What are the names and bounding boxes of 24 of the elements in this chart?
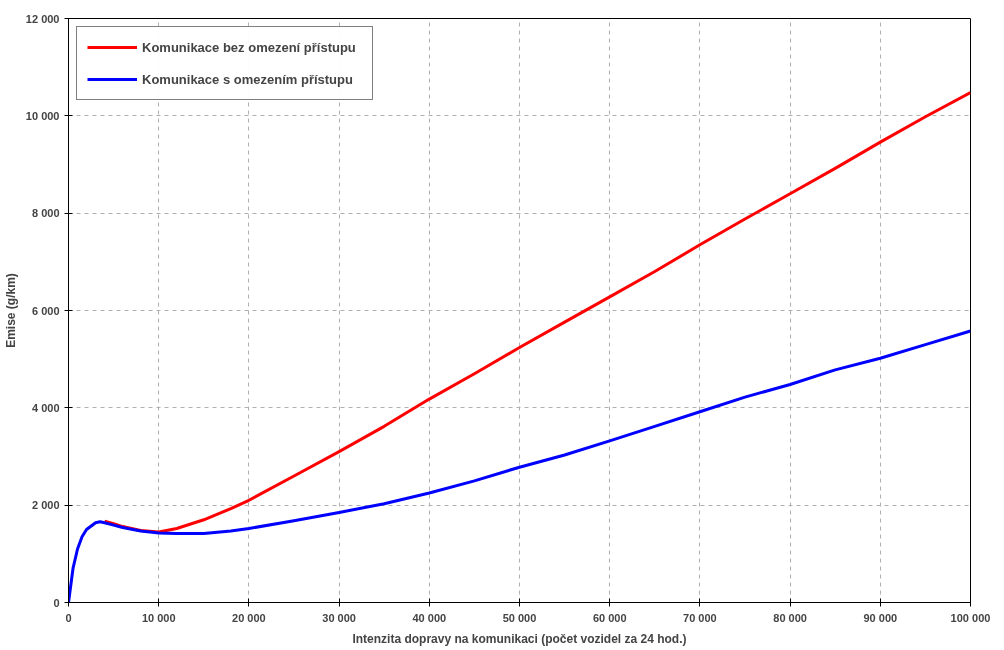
y-tick-label: 4 000 <box>31 401 60 414</box>
y-tick-label: 12 000 <box>25 12 60 25</box>
x-tick-label: 30 000 <box>322 611 356 624</box>
legend-label: Komunikace s omezením přístupu <box>142 71 354 87</box>
x-tick-label: 10 000 <box>141 611 176 624</box>
x-tick-label: 60 000 <box>592 611 627 624</box>
line-series <box>103 90 971 534</box>
y-tick-label: 6 000 <box>31 304 60 317</box>
y-tick-label: 2 000 <box>31 499 60 512</box>
x-tick-label: 20 000 <box>232 611 266 624</box>
x-tick-label: 70 000 <box>683 611 717 624</box>
x-tick-label: 50 000 <box>502 611 537 624</box>
x-tick-label: 40 000 <box>412 611 447 624</box>
x-tick-label: 90 000 <box>863 611 898 624</box>
x-tick-label: 80 000 <box>773 611 807 624</box>
legend-label: Komunikace bez omezení přístupu <box>142 39 357 55</box>
y-tick-label: 10 000 <box>25 109 60 122</box>
line-series <box>68 329 971 603</box>
y-tick-label: 8 000 <box>31 207 60 220</box>
x-tick-label: 0 <box>65 611 72 624</box>
x-tick-label: 100 000 <box>950 611 991 624</box>
y-tick-label: 0 <box>53 596 60 609</box>
x-axis-title: Intenzita dopravy na komunikaci (počet vozidel za 24 hod.) <box>352 631 687 646</box>
y-axis-title: Emise (g/km) <box>3 273 18 348</box>
